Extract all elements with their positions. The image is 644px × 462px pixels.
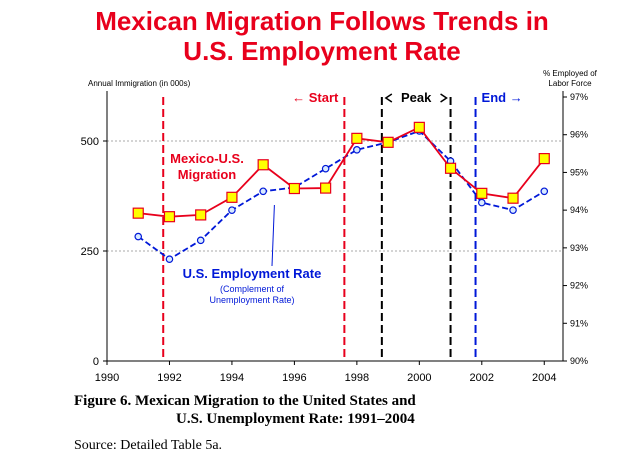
employment-point-2004 [540, 187, 549, 196]
migration-point-1999 [382, 136, 394, 148]
x-tick-label-1996: 1996 [282, 372, 306, 384]
left-tick-label-500: 500 [81, 136, 99, 148]
right-tick-label-96%: 96% [570, 130, 588, 140]
peak-marker-label: Peak [401, 90, 432, 105]
start-marker-label: ← Start [292, 90, 339, 105]
right-tick-label-93%: 93% [570, 243, 588, 253]
right-axis-label-line1: % Employed of [543, 69, 597, 78]
migration-series [132, 121, 550, 223]
migration-point-2003 [507, 192, 519, 204]
caption-line1: Figure 6. Mexican Migration to the Unite… [74, 393, 416, 409]
migration-point-1992 [163, 211, 176, 223]
employment-line [137, 129, 545, 261]
end-marker-label: End → [482, 90, 523, 105]
employment-point-2003 [509, 206, 517, 214]
employment-pointer-line [271, 204, 275, 267]
employment-point-1995 [259, 187, 267, 196]
right-axis-label-line2: Labor Force [548, 79, 592, 88]
migration-point-2004 [538, 153, 550, 165]
migration-point-1995 [257, 159, 269, 171]
phase-marker-lines [162, 97, 477, 361]
chart-title-line1: Mexican Migration Follows Trends in [95, 6, 549, 36]
axes: 0 250 500 90% 91% 92% 93% 94% 95% 96% 97% 1990 1992 1… [81, 91, 588, 384]
x-tick-label-2002: 2002 [470, 372, 494, 384]
right-tick-label-94%: 94% [570, 205, 588, 215]
x-tick-label-1998: 1998 [345, 372, 369, 384]
migration-point-2000 [413, 121, 425, 133]
right-tick-label-97%: 97% [570, 92, 588, 102]
annotations: ← Start End → Peak Mexico-U.S.Migration U.S.… [170, 90, 523, 305]
employment-point-1998 [353, 146, 361, 154]
source-note: Source: Detailed Table 5a. [74, 438, 223, 453]
employment-point-1992 [165, 255, 174, 263]
x-tick-label-2000: 2000 [407, 372, 431, 384]
x-tick-label-1990: 1990 [95, 372, 119, 384]
migration-point-1997 [320, 182, 332, 194]
left-tick-label-0: 0 [93, 356, 99, 368]
figure-caption: Figure 6. Mexican Migration to the Unite… [74, 392, 416, 428]
chart-title-line2: U.S. Employment Rate [183, 36, 461, 66]
employment-note-line1: (Complement of [220, 284, 285, 294]
migration-point-1998 [351, 132, 363, 144]
right-tick-label-95%: 95% [570, 167, 588, 177]
peak-right-arrowhead [440, 93, 448, 103]
peak-left-arrowhead [384, 93, 393, 103]
employment-point-1993 [196, 236, 205, 245]
right-tick-label-90%: 90% [570, 356, 588, 366]
migration-point-2001 [444, 162, 457, 174]
migration-point-1994 [226, 191, 238, 203]
employment-note-line2: Unemployment Rate) [209, 295, 294, 305]
right-tick-label-91%: 91% [570, 318, 588, 328]
employment-label: U.S. Employment Rate [183, 266, 322, 281]
x-tick-label-1994: 1994 [220, 372, 244, 384]
x-tick-label-1992: 1992 [157, 372, 181, 384]
migration-label-line1: Mexico-U.S. [170, 151, 244, 166]
employment-point-1991 [134, 232, 143, 241]
right-axis-label: % Employed of Labor Force [520, 69, 620, 89]
migration-point-1993 [195, 209, 207, 221]
x-tick-label-2004: 2004 [532, 372, 556, 384]
migration-label-line2: Migration [178, 167, 237, 182]
right-tick-label-92%: 92% [570, 281, 588, 291]
migration-point-1991 [132, 207, 144, 219]
employment-point-1994 [228, 206, 236, 214]
migration-point-2002 [476, 187, 488, 199]
employment-point-2002 [477, 198, 486, 207]
caption-line2: U.S. Unemployment Rate: 1991–2004 [176, 411, 415, 427]
left-tick-label-250: 250 [81, 246, 99, 258]
left-axis-label: Annual Immigration (in 000s) [88, 79, 191, 88]
migration-point-1996 [288, 182, 300, 195]
employment-point-1997 [321, 164, 330, 173]
